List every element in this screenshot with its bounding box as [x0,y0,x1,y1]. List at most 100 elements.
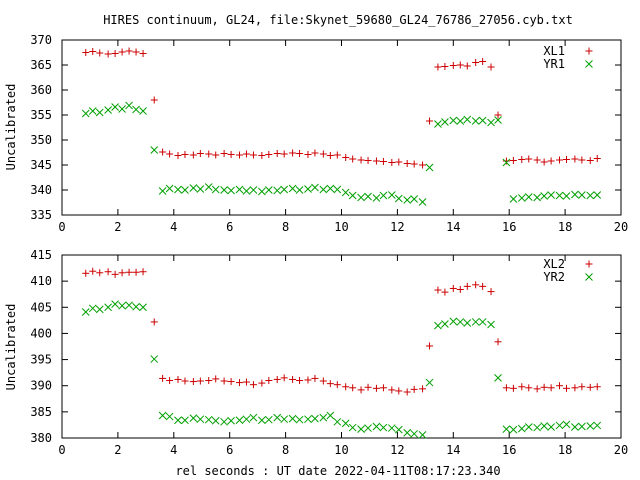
yr1-point [211,185,220,194]
xl1-point [104,50,112,58]
xl1-point [441,63,449,70]
xl2-point [410,385,418,393]
xl1-point [410,160,418,168]
top-plot-ticks: 0 2 4 6 8 10 12 14 16 18 20 335 340 345 350 355 360 365 37… [30,33,628,234]
yr2-point [189,414,198,422]
yr1-point [341,188,350,197]
xl2-point [104,268,112,276]
xl1-point [296,150,304,157]
yr2-point [304,415,312,424]
x-tick-label: 14 [446,443,460,457]
yr1-point [463,115,472,124]
yr1-point [487,118,495,127]
xl2-point [494,338,502,346]
yr1-point [364,192,372,201]
yr2-point [403,428,412,437]
xl2-point [289,375,297,383]
xl1-point [89,48,97,55]
yr2-point [341,419,350,428]
xl1-point [562,156,570,163]
yr2-point [280,415,289,424]
yr1-point [189,184,198,192]
yr1-point [571,190,579,199]
xl2-point [311,374,319,382]
y-tick-label: 350 [30,133,52,147]
yr2-point [571,423,579,431]
legend-label-xl2: XL2 [543,257,565,271]
xl2-point [472,281,480,289]
yr2-point [441,320,449,328]
y-tick-label: 355 [30,108,52,122]
xl2-point [132,268,140,276]
yr1-point [204,183,213,191]
x-tick-label: 20 [614,443,628,457]
xl1-point [349,155,357,163]
yr2-point [502,425,511,433]
xl2-point [547,384,555,392]
xl1-point [196,150,204,157]
xl1-point [159,148,167,156]
xl2-point [265,376,273,384]
yr2-point [111,300,119,309]
yr1-point [586,191,595,200]
yr1-point [311,183,319,192]
x-tick-label: 2 [114,443,121,457]
xl2-point [357,386,365,394]
y-tick-label: 365 [30,58,52,72]
xl2-point [525,384,533,392]
yr1-point [509,195,518,203]
x-tick-label: 12 [390,443,404,457]
xl2-point [434,286,442,294]
yr2-point [555,421,564,430]
yr1-point [181,186,189,194]
yr2-point [319,413,328,422]
chart-title: HIRES continuum, GL24, file:Skynet_59680… [103,13,573,27]
xl1-point [258,152,266,159]
top-plot-y-axis-label: Uncalibrated [4,84,18,171]
xl2-point [227,378,235,386]
xl1-point [364,157,372,164]
yr1-point [387,191,396,199]
xl2-point [449,284,457,292]
legend-label-xl1: XL1 [543,44,565,58]
xl2-point [111,270,119,278]
xl1-point [403,160,411,167]
xl2-point [82,269,90,277]
xl2-point [364,383,372,391]
x-tick-label: 2 [114,220,121,234]
yr1-point [593,191,602,199]
y-tick-label: 410 [30,274,52,288]
yr1-point [524,193,533,201]
xl2-point [96,269,104,277]
xl2-point [139,268,147,276]
yr2-point [118,301,126,310]
x-tick-label: 20 [614,220,628,234]
yr2-point [150,355,159,363]
yr1-point [249,186,258,194]
x-tick-label: 18 [558,220,572,234]
xl1-point [509,157,517,164]
yr2-point [348,423,357,432]
bottom-plot-y-axis-label: Uncalibrated [4,304,18,391]
xl2-point [125,268,133,276]
xl1-point [205,150,213,158]
xl2-point [242,378,250,386]
yr2-point [456,318,465,326]
xl1-point [419,161,427,169]
yr2-point [372,422,381,431]
yr2-point [562,420,571,429]
y-tick-label: 385 [30,405,52,419]
yr1-point [227,186,235,195]
yr2-point [235,416,244,425]
x-tick-label: 10 [334,443,348,457]
yr2-point [204,415,213,424]
xl1-point [242,150,250,158]
yr2-point [394,425,403,434]
yr2-point [81,308,90,316]
xl2-point [463,282,471,290]
yr2-point [487,320,495,329]
xl1-point [434,63,442,71]
xl1-point [212,151,220,159]
bottom-plot-frame [61,254,622,439]
